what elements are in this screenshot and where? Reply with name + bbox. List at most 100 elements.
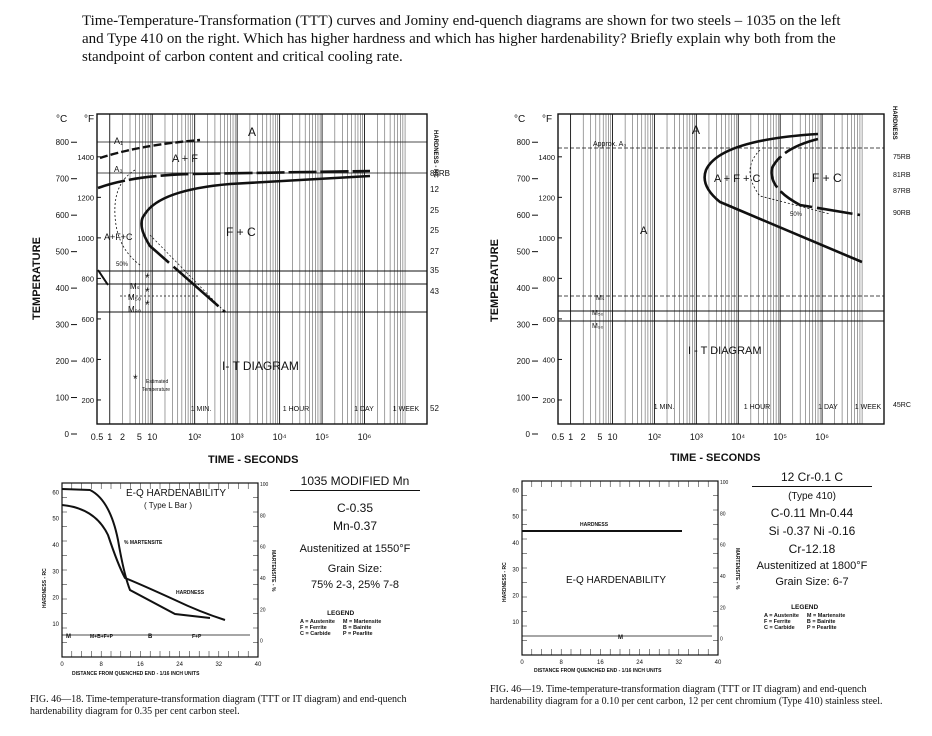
left-label-afc: A+F+C [104, 232, 133, 242]
left-x-tick: 10² [188, 432, 201, 442]
right-time-mark: 1 MIN. [654, 404, 675, 411]
left-x-tick: 10⁵ [315, 432, 329, 442]
right-legend-f: F = Ferrite [764, 619, 791, 625]
right-fahrenheit-tick: 600 [542, 315, 555, 324]
left-fahrenheit-tick: 1000 [77, 234, 94, 243]
right-label-afc: A + F + C [714, 173, 761, 185]
right-fahrenheit-tick: 1200 [538, 193, 555, 202]
left-celsius-tick: 400 [56, 284, 70, 293]
right-x-tick: 10³ [690, 432, 703, 442]
right-label-m90: M₉₀ [592, 323, 604, 330]
left-fahrenheit-tick: 400 [81, 355, 94, 364]
left-legend-f: F = Ferrite [300, 625, 327, 631]
left-eq-r-tick: 80 [260, 513, 266, 519]
left-hardness-value: 43 [430, 287, 439, 296]
right-x-tick: 1 [568, 432, 573, 442]
left-fahrenheit-tick: 1200 [77, 193, 94, 202]
left-estimated-star: * [133, 372, 138, 386]
left-label-fc: F + C [226, 225, 256, 239]
left-time-mark: 1 WEEK [393, 406, 420, 413]
left-eq-xlabel: DISTANCE FROM QUENCHED END - 1/16 INCH U… [72, 671, 200, 677]
question-text: Time-Temperature-Transformation (TTT) cu… [82, 13, 841, 65]
right-fahrenheit-unit: °F [542, 114, 552, 125]
left-temperature-note: Temperature [142, 387, 170, 393]
left-x-tick: 10 [147, 432, 157, 442]
right-eq-x-tick: 8 [560, 660, 564, 666]
right-celsius-tick: 700 [517, 175, 531, 184]
right-celsius-tick: 200 [517, 357, 531, 366]
right-diagram-title: I - T DIAGRAM [688, 345, 762, 357]
left-label-50pct: 50% [116, 262, 129, 268]
right-hardness-value: 45RC [893, 402, 911, 409]
left-eq-bar-b: B [148, 634, 153, 640]
right-eq-y-tick: 40 [512, 541, 519, 547]
left-celsius-tick: 600 [56, 211, 70, 220]
right-eq-xlabel: DISTANCE FROM QUENCHED END - 1/16 INCH U… [534, 668, 662, 674]
right-celsius-tick: 400 [517, 284, 531, 293]
left-label-a3: A₃ [114, 165, 123, 174]
left-star-2: * [145, 285, 150, 299]
left-x-tick: 10³ [231, 432, 244, 442]
left-eq-x-tick: 16 [137, 662, 144, 668]
left-estimated-label: Estimated [146, 379, 168, 385]
left-hardness-axis-label: HARDNESS - RC [432, 130, 438, 178]
right-legend-m: M = Martensite [806, 613, 846, 619]
right-x-tick: 2 [581, 432, 586, 442]
left-ms-curve [97, 269, 109, 286]
right-legend: LEGEND A = Austenite M = Martensite F = F… [760, 604, 849, 631]
right-eq-r-tick: 0 [720, 637, 723, 643]
right-eq-y-tick: 30 [512, 567, 519, 573]
left-spec-aust: Austenitized at 1550°F [299, 543, 411, 555]
left-x-tick: 0.5 [91, 432, 104, 442]
left-celsius-tick: 500 [56, 248, 70, 257]
left-time-label: TIME - SECONDS [208, 454, 298, 466]
left-legend: LEGEND A = Austenite M = Martensite F = F… [296, 610, 385, 637]
left-celsius-tick: 300 [56, 321, 70, 330]
left-label-ms: Mₛ [130, 282, 140, 291]
left-eq-hardness-curve [61, 504, 226, 621]
left-eq-bar-m: M [66, 634, 71, 640]
left-eq-y-tick: 30 [52, 569, 59, 575]
left-eq-y-tick: 10 [52, 622, 59, 628]
left-fahrenheit-unit: °F [84, 114, 94, 125]
left-celsius-tick: 800 [56, 138, 70, 147]
right-legend-c: C = Carbide [764, 625, 795, 631]
left-eq-x-tick: 8 [100, 662, 104, 668]
right-eq-rlabel: MARTENSITE - % [734, 548, 740, 590]
right-hardness-axis-label: HARDNESS [891, 106, 897, 140]
right-eq-r-tick: 100 [720, 480, 729, 486]
right-legend-a: A = Austenite [764, 613, 799, 619]
right-label-ms: Mₛ [596, 295, 605, 302]
left-hardness-value: 52 [430, 404, 439, 413]
right-eq-hardness-label: HARDNESS [580, 522, 609, 528]
right-hardness-value: 87RB [893, 188, 911, 195]
right-celsius-unit: °C [514, 114, 525, 125]
right-eq-x-tick: 0 [520, 660, 524, 666]
right-eq-y-tick: 10 [512, 620, 519, 626]
right-spec-type: (Type 410) [788, 491, 836, 502]
right-spec-block: 12 Cr-0.1 C (Type 410) C-0.11 Mn-0.44 Si… [752, 466, 872, 592]
left-eq-martensite-label: % MARTENSITE [124, 540, 163, 546]
left-label-a1: A₁ [114, 136, 123, 146]
left-fahrenheit-tick: 800 [81, 274, 94, 283]
left-hardness-value: 27 [430, 247, 439, 256]
left-legend-m: M = Martensite [342, 619, 382, 625]
left-fahrenheit-tick: 200 [81, 396, 94, 405]
right-time-mark: 1 HOUR [744, 404, 770, 411]
right-label-a-mid: A [640, 225, 648, 237]
left-eq-r-tick: 40 [260, 576, 266, 582]
left-fahrenheit-tick: 1400 [77, 153, 94, 162]
left-star-1: * [145, 271, 150, 285]
left-eq-x-tick: 24 [176, 662, 183, 668]
left-eq-r-tick: 20 [260, 607, 266, 613]
right-label-m50: M₅₀ [592, 310, 604, 317]
left-eq-y-tick: 50 [52, 517, 59, 523]
right-legend-title: LEGEND [791, 604, 819, 611]
left-ferrite-start-curve [97, 169, 371, 190]
left-eq-martensite-curve [61, 488, 211, 619]
right-eq-r-tick: 20 [720, 605, 726, 611]
left-celsius-tick: 200 [56, 357, 70, 366]
right-eq-y-tick: 20 [512, 594, 519, 600]
left-temperature-label: TEMPERATURE [31, 237, 43, 320]
